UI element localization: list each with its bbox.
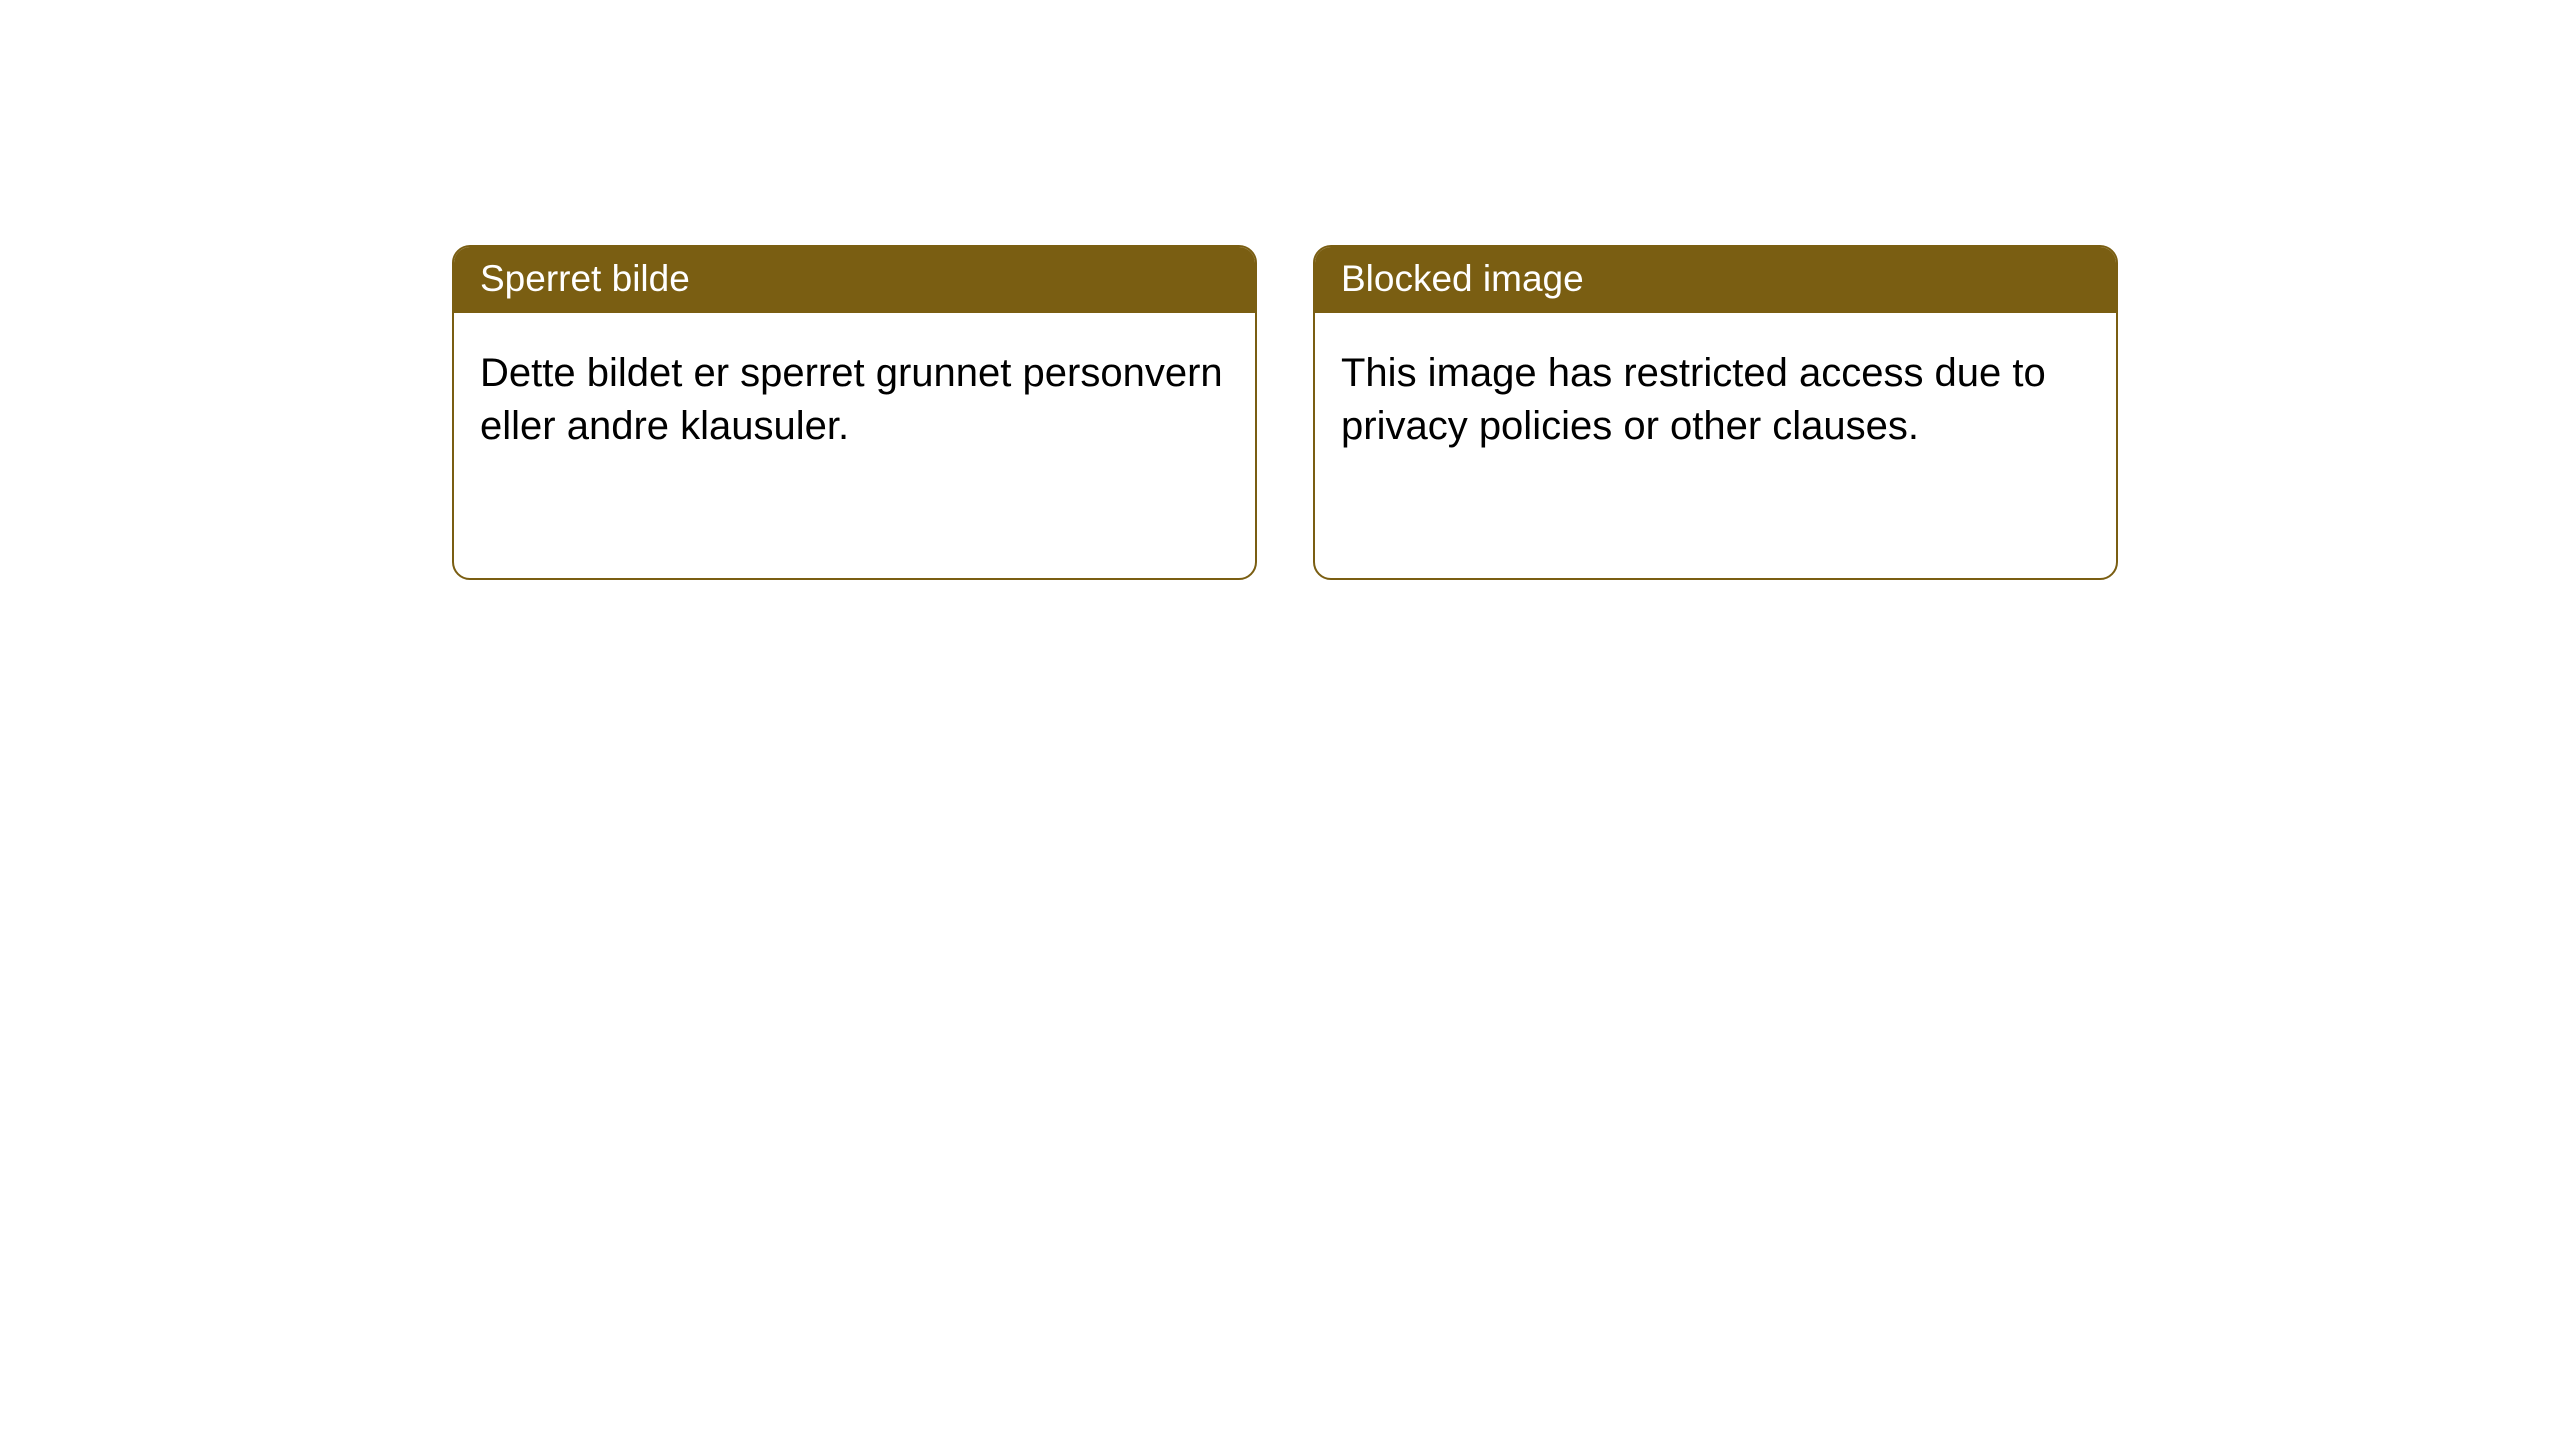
notice-card-en: Blocked image This image has restricted … — [1313, 245, 2118, 580]
notice-body-en: This image has restricted access due to … — [1315, 313, 2116, 479]
notice-container: Sperret bilde Dette bildet er sperret gr… — [0, 0, 2560, 580]
notice-title-en: Blocked image — [1315, 247, 2116, 313]
notice-body-no: Dette bildet er sperret grunnet personve… — [454, 313, 1255, 479]
notice-card-no: Sperret bilde Dette bildet er sperret gr… — [452, 245, 1257, 580]
notice-title-no: Sperret bilde — [454, 247, 1255, 313]
